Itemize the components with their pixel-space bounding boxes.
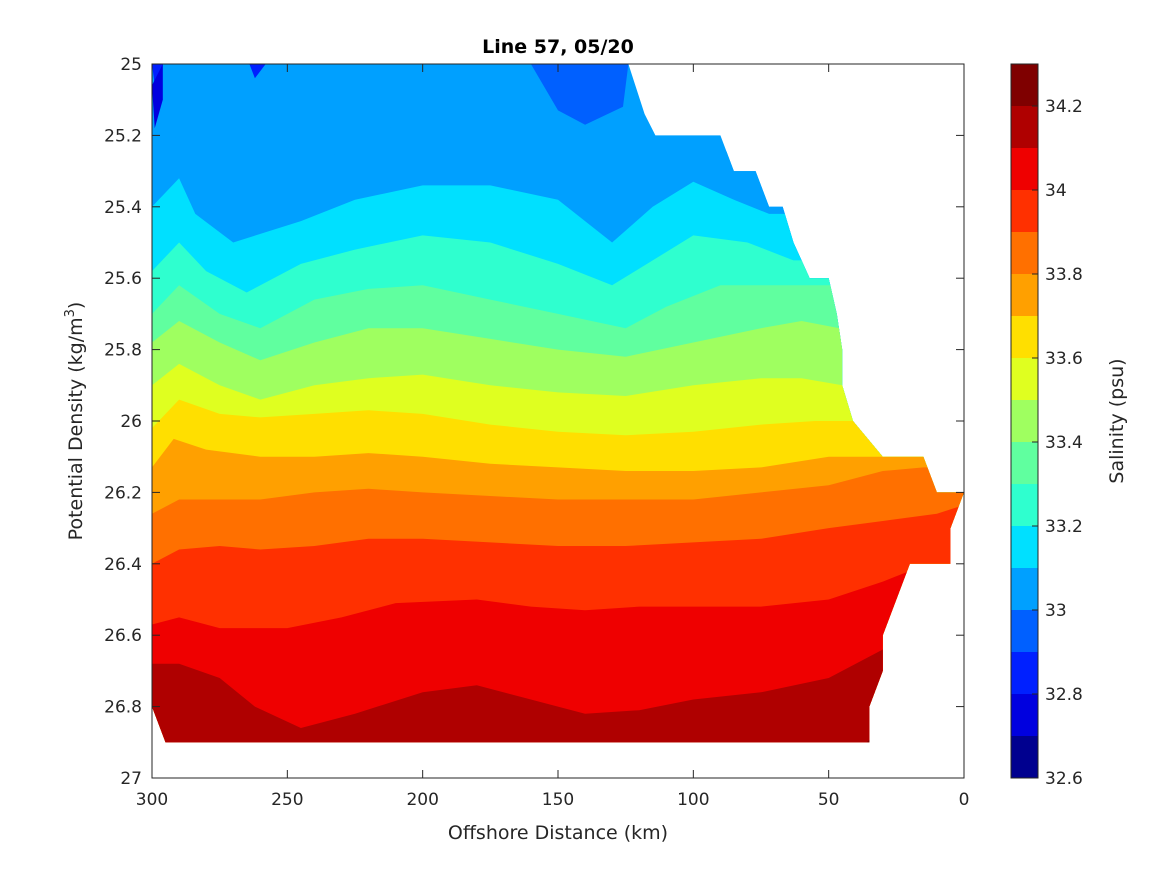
- colorbar-band: [1011, 358, 1038, 400]
- y-tick-label: 25.6: [104, 269, 142, 289]
- colorbar-ticks: 32.6 32.8 33 33.2 33.4 33.6 33.8 34 34.2: [1032, 97, 1083, 789]
- x-tick-label: 250: [271, 790, 303, 810]
- x-tick-label: 0: [959, 790, 970, 810]
- y-axis-label-superscript: 3: [63, 309, 78, 317]
- colorbar-band: [1011, 694, 1038, 736]
- y-axis-ticks: 25 25.2 25.4 25.6 25.8 26 26.2 26.4 26.6 26.8 27: [104, 55, 964, 789]
- x-tick-label: 50: [818, 790, 840, 810]
- colorbar-band: [1011, 400, 1038, 442]
- colorbar-band: [1011, 232, 1038, 274]
- colorbar-tick-label: 33.2: [1045, 517, 1083, 537]
- y-tick-label: 26.2: [104, 483, 142, 503]
- y-tick-label: 27: [120, 769, 142, 789]
- y-axis-label-main: Potential Density (kg/m: [65, 317, 87, 540]
- colorbar-band: [1011, 610, 1038, 652]
- y-tick-label: 25.8: [104, 341, 142, 361]
- colorbar-band: [1011, 274, 1038, 316]
- colorbar-band: [1011, 148, 1038, 190]
- colorbar-bands: [1011, 64, 1038, 778]
- colorbar-band: [1011, 316, 1038, 358]
- x-tick-label: 100: [677, 790, 709, 810]
- x-tick-label: 200: [406, 790, 438, 810]
- colorbar: 32.6 32.8 33 33.2 33.4 33.6 33.8 34 34.2 Salinit…: [1010, 63, 1128, 789]
- colorbar-tick-label: 32.6: [1045, 769, 1083, 789]
- chart-title: Line 57, 05/20: [482, 36, 634, 58]
- colorbar-tick-label: 34: [1045, 181, 1067, 201]
- contour-fills: [152, 64, 964, 743]
- contour-patch-32-8: [152, 64, 266, 107]
- x-tick-label: 300: [136, 790, 168, 810]
- y-tick-label: 26.8: [104, 698, 142, 718]
- y-tick-label: 26: [120, 412, 142, 432]
- colorbar-frame: [1010, 63, 1039, 779]
- y-tick-label: 25.4: [104, 198, 142, 218]
- x-axis-label: Offshore Distance (km): [448, 822, 668, 844]
- colorbar-band: [1011, 736, 1038, 778]
- colorbar-band: [1011, 190, 1038, 232]
- y-tick-label: 26.4: [104, 555, 142, 575]
- contour-patch-32-7: [152, 64, 163, 129]
- colorbar-tick-label: 33.4: [1045, 433, 1083, 453]
- colorbar-band: [1011, 568, 1038, 610]
- colorbar-tick-label: 34.2: [1045, 97, 1083, 117]
- colorbar-band: [1011, 442, 1038, 484]
- colorbar-tick-label: 33: [1045, 601, 1067, 621]
- y-tick-label: 26.6: [104, 626, 142, 646]
- colorbar-band: [1011, 652, 1038, 694]
- x-axis-ticks: 300 250 200 150 100 50 0: [136, 64, 970, 810]
- x-tick-label: 150: [542, 790, 574, 810]
- colorbar-band: [1011, 484, 1038, 526]
- contour-patch-32-9: [422, 64, 629, 125]
- colorbar-label: Salinity (psu): [1106, 358, 1128, 483]
- y-axis-label: Potential Density (kg/m3): [63, 302, 87, 541]
- contour-band-34-1: [152, 649, 964, 743]
- colorbar-tick-label: 33.6: [1045, 349, 1083, 369]
- colorbar-band: [1011, 106, 1038, 148]
- colorbar-band: [1011, 526, 1038, 568]
- colorbar-tick-label: 32.8: [1045, 685, 1083, 705]
- y-tick-label: 25.2: [104, 126, 142, 146]
- colorbar-band: [1011, 64, 1038, 106]
- y-axis-label-close: ): [65, 302, 87, 309]
- plot-area: 300 250 200 150 100 50 0 2525.225.425.625.8262…: [104, 55, 969, 810]
- colorbar-tick-label: 33.8: [1045, 265, 1083, 285]
- y-tick-label: 25: [120, 55, 142, 75]
